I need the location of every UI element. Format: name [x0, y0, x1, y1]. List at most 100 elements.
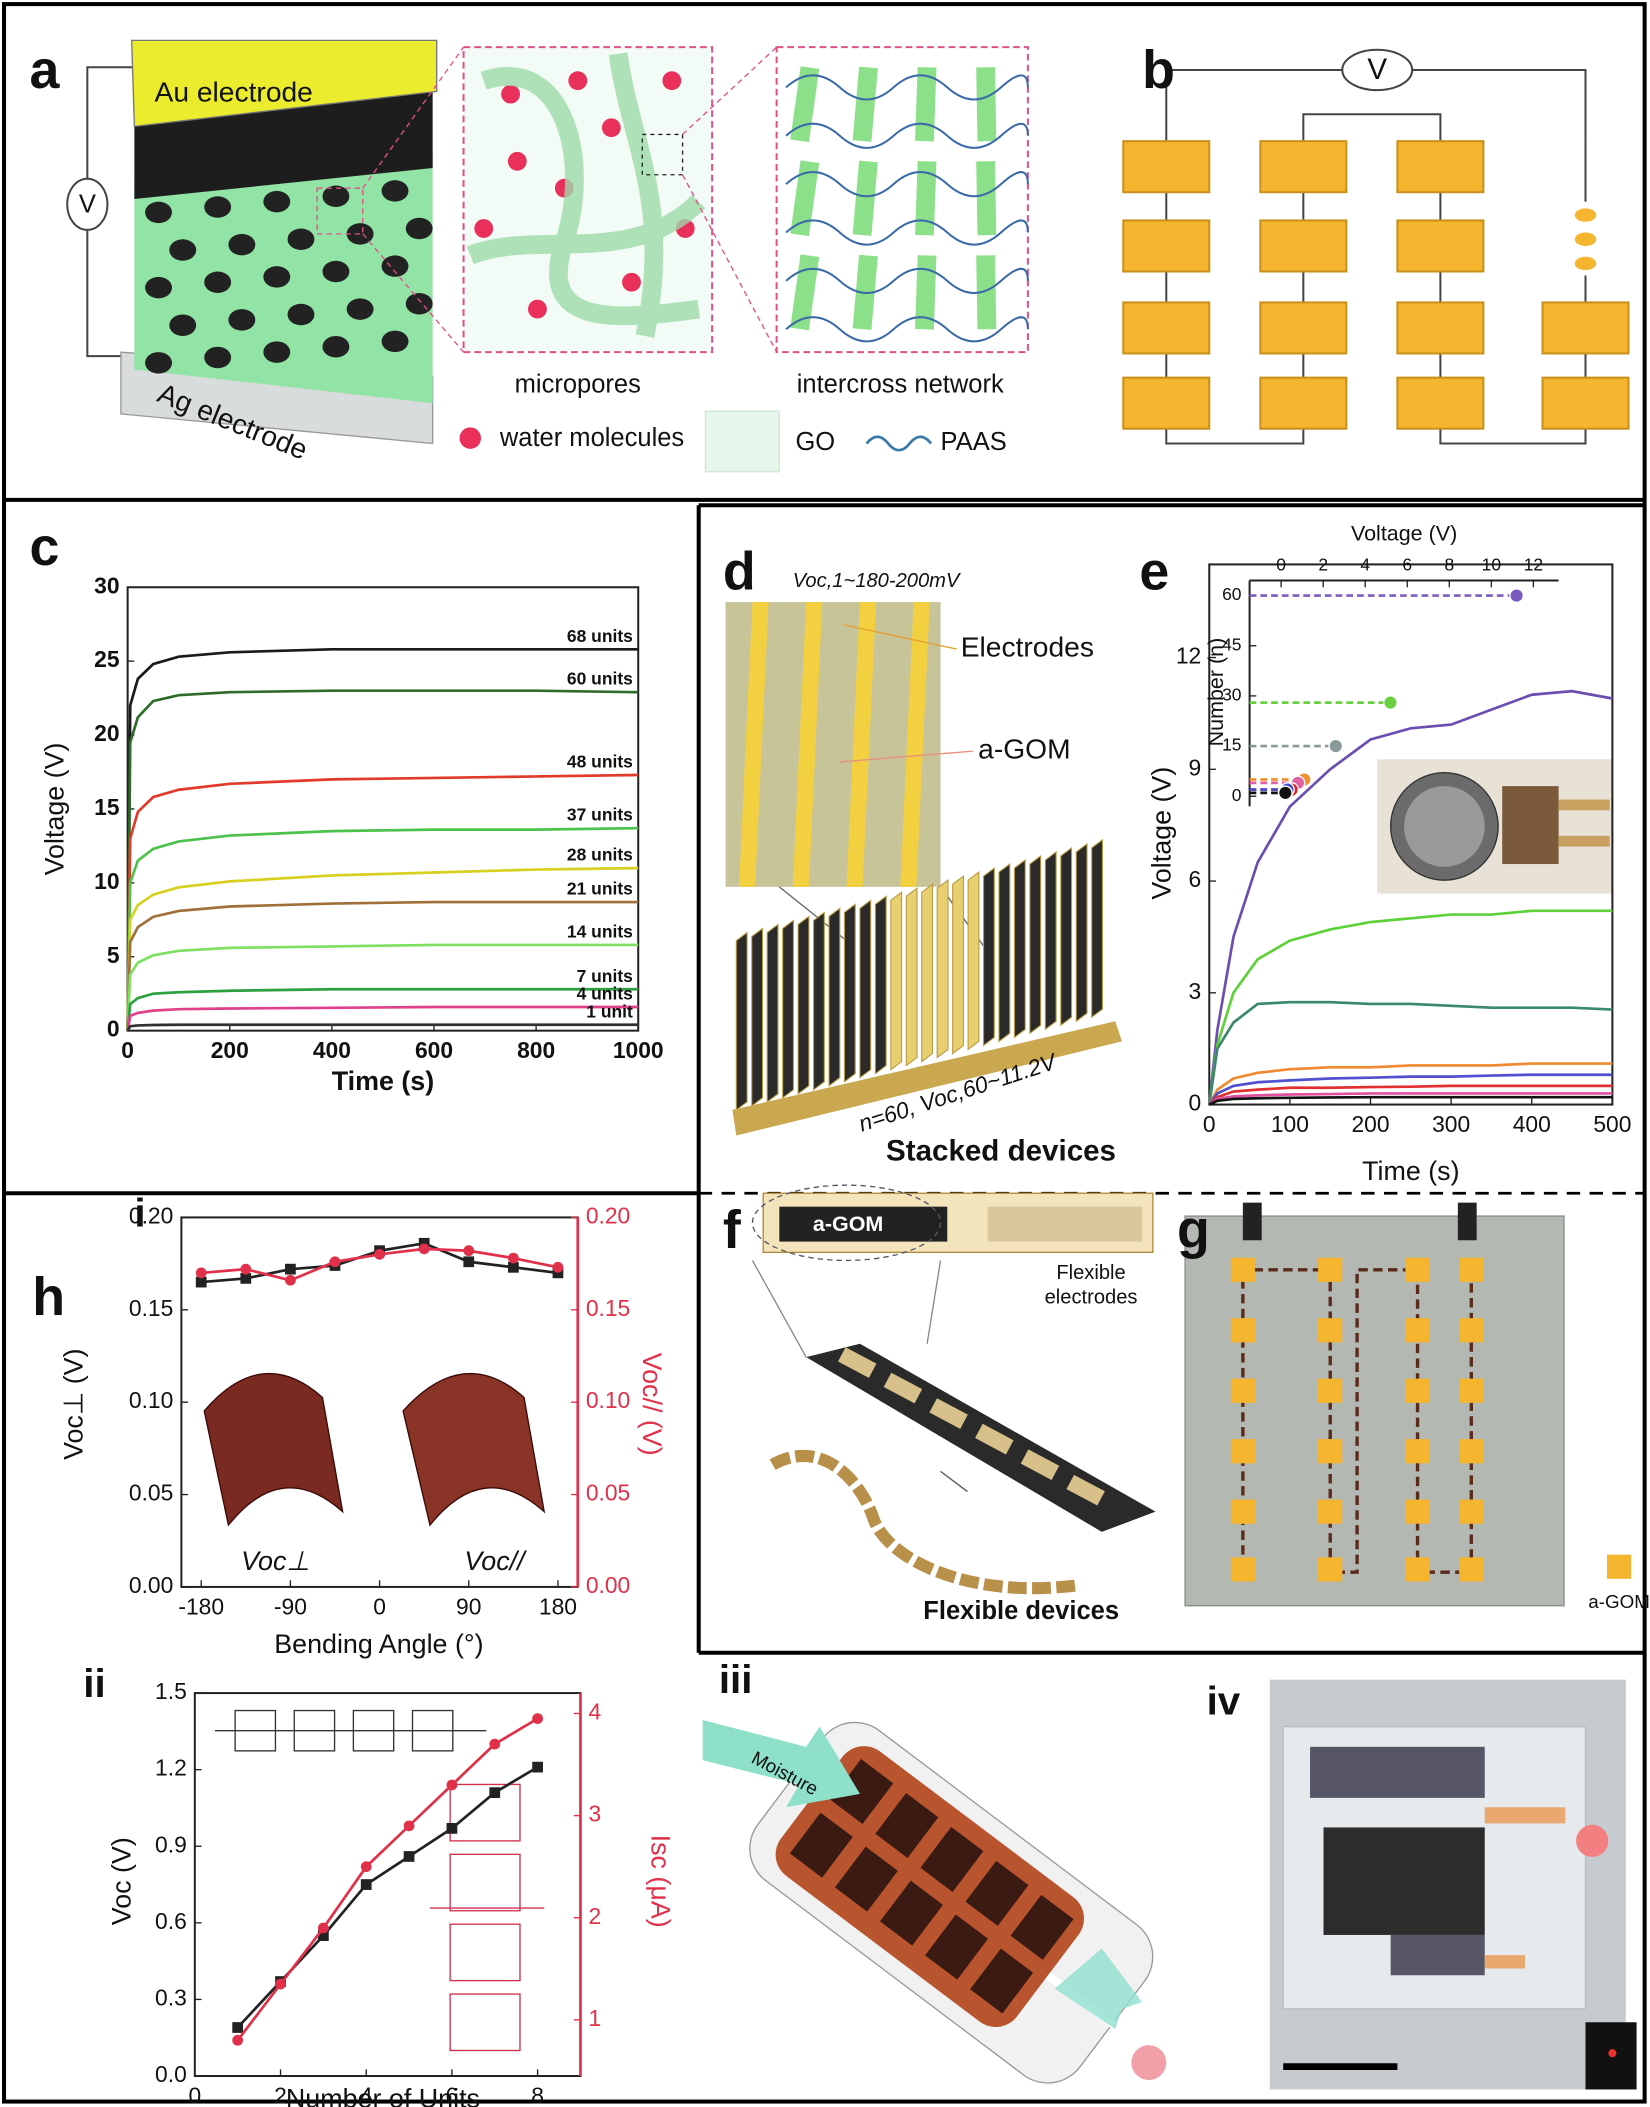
y2-axis-title: Voc// (V): [637, 1353, 667, 1456]
y-tick-label: 3: [1189, 978, 1202, 1004]
shape: [641, 133, 684, 176]
label: V: [79, 190, 96, 218]
panel-d: Voc,1~180-200mV Electrodes a-GOM n=60, V…: [723, 541, 1122, 1168]
series-line: [1207, 689, 1613, 1105]
shape: [1165, 68, 1587, 142]
shape: [789, 1759, 1074, 2014]
cell: [1318, 1378, 1343, 1403]
series-label: 68 units: [567, 626, 633, 646]
paas-chain: [785, 219, 1029, 246]
schematic-unit: [449, 1783, 521, 1842]
x-axis-title: Bending Angle (°): [274, 1629, 483, 1659]
shape: [1576, 1824, 1609, 1858]
y-tick-label: 0.9: [155, 1831, 187, 1857]
cell: [1318, 1257, 1343, 1282]
cell: [1230, 1378, 1255, 1403]
schematic-unit: [449, 1923, 521, 1982]
label: Au electrode: [155, 76, 313, 108]
cylinder-unit: [965, 1860, 1029, 1926]
pore: [204, 346, 232, 369]
label: a-GOM: [978, 733, 1070, 765]
x-tick-label: 400: [313, 1037, 351, 1063]
cylinder-unit: [880, 1880, 943, 1946]
go-sheet: [790, 160, 820, 237]
label: b: [1142, 40, 1175, 100]
cylinder-unit: [1010, 1894, 1074, 1960]
cell-dot: [1574, 232, 1597, 246]
schematic-unit: [449, 1993, 521, 2052]
x-tick-label: 0: [188, 2083, 201, 2107]
marker: [463, 1245, 475, 1257]
shape: [1165, 141, 1587, 428]
paas-chain: [785, 122, 1029, 149]
marker: [195, 1276, 207, 1288]
series-label: 37 units: [567, 805, 633, 825]
y-tick-label: 0.05: [129, 1480, 173, 1506]
series-line: [126, 689, 639, 1031]
cell: [1405, 1439, 1430, 1464]
y-tick-label: 1.5: [155, 1678, 187, 1704]
water-drop: [474, 219, 494, 238]
cylinder-unit: [830, 1759, 894, 1825]
shape: [1502, 786, 1559, 865]
shape: [940, 1470, 968, 1493]
pore: [145, 352, 172, 374]
series-line: [1207, 909, 1613, 1105]
y2-tick-label: 1: [589, 2005, 602, 2031]
pore: [381, 330, 409, 353]
cell: [1396, 219, 1485, 273]
plate: [1029, 854, 1042, 1035]
shape: [1323, 1827, 1485, 1935]
pore: [346, 298, 374, 320]
x-tick-label: 0: [121, 1037, 134, 1063]
pore: [145, 201, 172, 224]
shape: [987, 1206, 1143, 1242]
series-line: [126, 773, 639, 1031]
label: d: [723, 541, 756, 601]
panel-a: V Au electrode Ag electrode micropores i…: [30, 39, 1029, 473]
x-tick-label: 90: [456, 1593, 481, 1619]
marker: [489, 1738, 501, 1750]
x-tick-label: 600: [415, 1037, 453, 1063]
cell: [1405, 1499, 1430, 1524]
shape: [732, 838, 1122, 1136]
x-tick-label: 200: [1351, 1111, 1389, 1137]
label: Flexible: [1056, 1262, 1125, 1284]
y2-tick-label: 2: [589, 1903, 602, 1929]
y2-tick-label: 0.20: [586, 1202, 630, 1228]
y-tick-label: 25: [94, 646, 120, 672]
shape: [1404, 786, 1485, 867]
cylinder-unit: [920, 1826, 984, 1892]
go-sheet: [915, 161, 937, 236]
x-tick-label: 200: [211, 1037, 249, 1063]
x-tick-label: 1000: [613, 1037, 664, 1063]
shape: [362, 233, 465, 353]
marker: [418, 1237, 430, 1249]
x-tick-label: 500: [1593, 1111, 1631, 1137]
x-tick-label: 6: [1402, 554, 1412, 574]
shape: [214, 1709, 545, 2052]
series-line: [126, 1005, 639, 1031]
cell: [1541, 301, 1630, 355]
flex-block: [838, 1347, 877, 1378]
x-tick-label: 6: [446, 2083, 459, 2107]
cell: [1259, 301, 1348, 355]
label: iv: [1207, 1678, 1241, 1723]
cell: [1396, 301, 1485, 355]
pore: [263, 266, 291, 288]
cell: [1405, 1318, 1430, 1343]
shape: [1607, 1554, 1632, 1579]
shape: [865, 435, 933, 452]
x-tick-label: 180: [539, 1593, 577, 1619]
y-axis-title: Voltage (V): [1147, 767, 1177, 900]
panel-h: h i ii iii Moisture iv: [32, 1191, 1637, 2090]
marker: [360, 1879, 372, 1890]
x-tick-label: 2: [1318, 554, 1328, 574]
pore: [228, 233, 256, 256]
y-axis-title: Voltage (V): [40, 743, 70, 876]
shape: [145, 180, 433, 374]
series-label: 1 unit: [586, 1001, 633, 1021]
panel-f: a-GOM Flexible electrodes Flexible devic…: [723, 1184, 1156, 1625]
shape: [1310, 1746, 1485, 1798]
